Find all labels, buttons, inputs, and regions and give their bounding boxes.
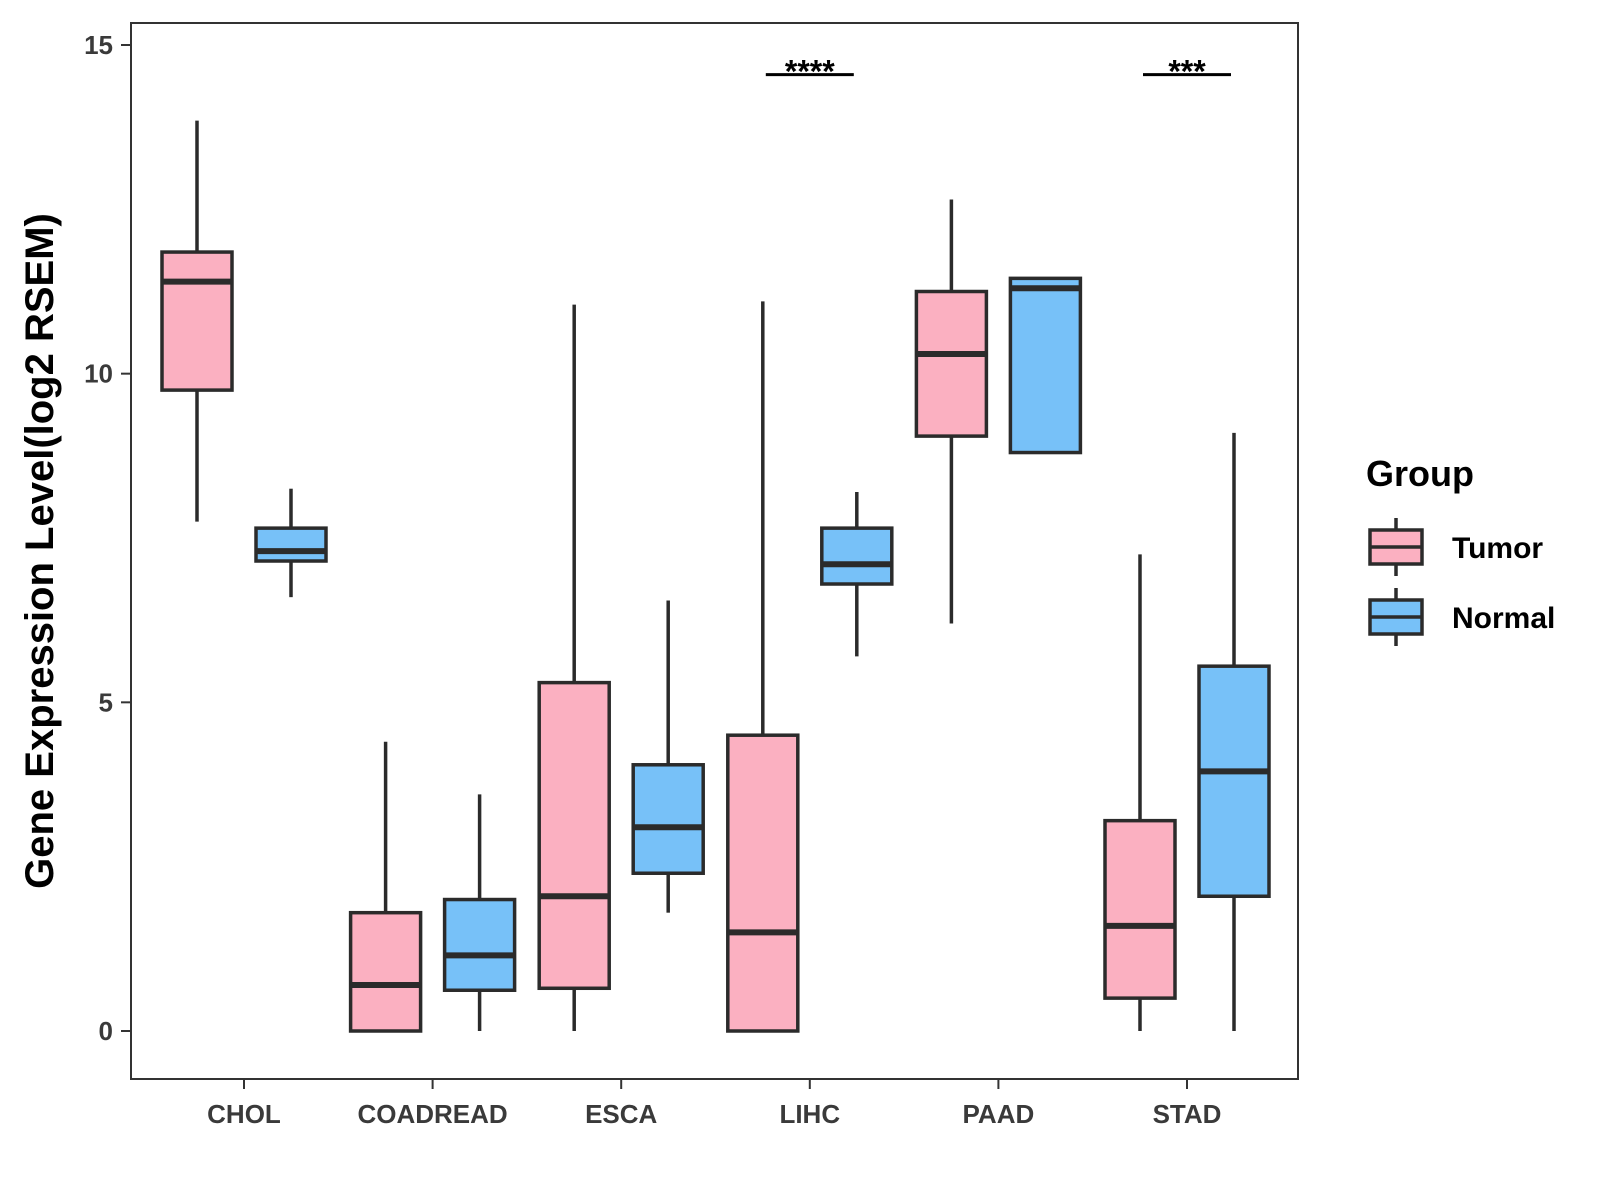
y-tick-label: 5 [99, 687, 113, 717]
box-tumor-lihc [726, 301, 800, 1033]
box-body [726, 733, 800, 1033]
box-tumor-chol [160, 120, 234, 522]
legend-entry-normal: Normal [1368, 588, 1555, 646]
legend-entry-tumor: Tumor [1368, 518, 1543, 576]
box-normal-lihc [820, 491, 894, 657]
box-tumor-esca [537, 304, 611, 1031]
significance-label: **** [785, 54, 835, 90]
box-tumor-coadread [348, 741, 423, 1033]
legend-label: Tumor [1452, 532, 1543, 565]
box-body [442, 897, 517, 992]
y-axis: 0 5 10 15 [84, 30, 131, 1046]
x-tick-label: COADREAD [357, 1099, 507, 1129]
box-body [254, 526, 328, 563]
box-body [348, 910, 423, 1033]
significance-label: *** [1168, 54, 1206, 90]
x-tick-label: CHOL [207, 1099, 281, 1129]
box-groups [160, 120, 1271, 1033]
x-tick-label: STAD [1153, 1099, 1222, 1129]
legend: Group Tumor Normal [1366, 453, 1555, 646]
x-tick-label: PAAD [963, 1099, 1035, 1129]
box-body [914, 289, 989, 438]
significance-annotations: **** *** [765, 54, 1231, 90]
y-tick-label: 0 [99, 1016, 113, 1046]
legend-label: Normal [1452, 602, 1555, 635]
box-body [820, 526, 894, 586]
box-body [1008, 276, 1083, 455]
box-normal-esca [631, 600, 705, 913]
y-tick-label: 10 [84, 359, 113, 389]
box-body [1103, 818, 1177, 1000]
box-body [1197, 664, 1271, 898]
box-body [631, 763, 705, 875]
box-normal-stad [1197, 432, 1271, 1031]
x-tick-label: ESCA [585, 1099, 657, 1129]
box-tumor-paad [914, 199, 989, 624]
box-body [537, 680, 611, 991]
box-normal-paad [1008, 276, 1083, 455]
y-tick-label: 15 [84, 30, 113, 60]
x-axis: CHOL COADREAD ESCA LIHC PAAD STAD [207, 1079, 1221, 1129]
x-tick-label: LIHC [779, 1099, 840, 1129]
box-normal-chol [254, 488, 328, 598]
legend-entries: Tumor Normal [1368, 518, 1555, 646]
box-tumor-stad [1103, 554, 1177, 1031]
box-body [160, 250, 234, 392]
y-axis-title: Gene Expression Level(log2 RSEM) [18, 213, 62, 889]
legend-title: Group [1366, 453, 1474, 494]
box-normal-coadread [442, 794, 517, 1031]
